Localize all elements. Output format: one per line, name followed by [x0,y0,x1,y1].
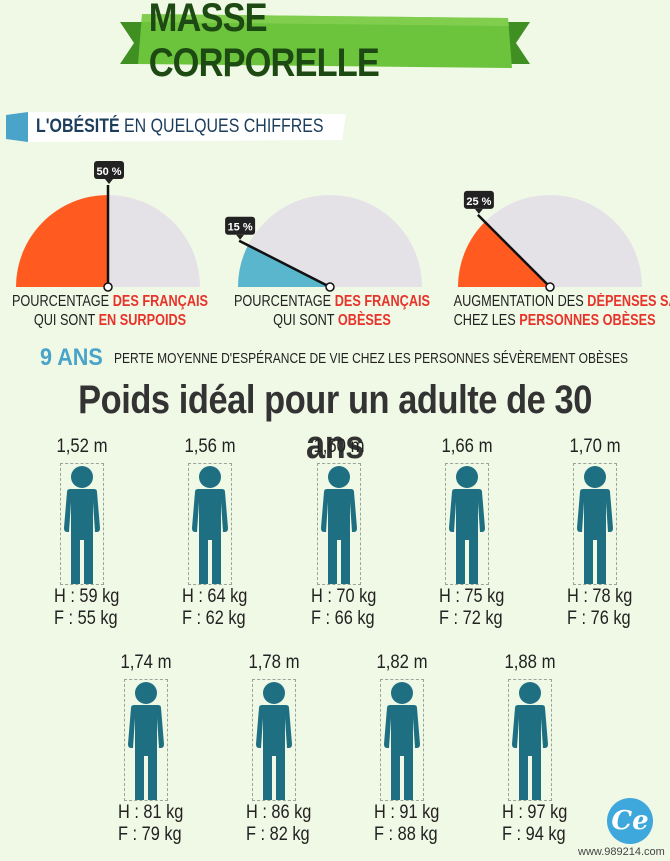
height-label: 1,74 m [120,652,172,673]
person-card: 1,78 m H : 86 kg F : 82 kg [232,652,316,852]
weight-men: H : 75 kg [439,586,505,607]
person-card: 1,56 m H : 64 kg F : 62 kg [168,436,252,636]
weight-men: H : 70 kg [311,586,377,607]
weight-women: F : 82 kg [246,824,310,845]
percent-label: 15 % [228,222,253,234]
years-value: 9 ANS [40,344,103,371]
person-card: 1,88 m H : 97 kg F : 94 kg [488,652,572,852]
gauge-needle [238,239,331,289]
gauge-overweight: 50 % POURCENTAGE DES FRANÇAIS QUI SONT E… [10,160,210,330]
gauge-needle [477,214,551,288]
weight-women: F : 62 kg [182,608,246,629]
weight-women: F : 79 kg [118,824,182,845]
height-label: 1,56 m [184,436,236,457]
weight-women: F : 88 kg [374,824,438,845]
percent-tag [463,190,494,209]
person-card: 1,74 m H : 81 kg F : 79 kg [104,652,188,852]
height-label: 1,52 m [56,436,108,457]
weight-women: F : 76 kg [567,608,631,629]
figure-frame [445,463,489,585]
page-title: MASSE CORPORELLE [148,0,380,85]
gauge-fill [457,221,550,287]
height-label: 1,82 m [376,652,428,673]
gauge-pivot [103,282,113,292]
gauge-fill [16,195,108,287]
figure-frame [124,679,168,801]
height-label: 1,88 m [504,652,556,673]
title-banner: MASSE CORPORELLE [120,0,530,85]
weight-women: F : 66 kg [311,608,375,629]
figure-frame [252,679,296,801]
years-description: PERTE MOYENNE D'ESPÉRANCE DE VIE CHEZ LE… [114,349,628,367]
weight-men: H : 86 kg [246,802,312,823]
weight-men: H : 59 kg [54,586,120,607]
gauge-health-spending: 25 % AUGMENTATION DES DÉPENSES SANTÉ CHE… [452,160,670,330]
percent-tag-pointer [474,208,483,214]
weight-men: H : 81 kg [118,802,184,823]
figure-frame [317,463,361,585]
subtitle-text: L'OBÉSITÉ EN QUELQUES CHIFFRES [36,116,324,137]
person-card: 1,52 m H : 59 kg F : 55 kg [40,436,124,636]
percent-tag [94,161,124,179]
person-card: 1,60 m H : 70 kg F : 66 kg [297,436,381,636]
height-label: 1,70 m [569,436,621,457]
weight-men: H : 78 kg [567,586,633,607]
percent-tag-pointer [105,179,113,184]
section-heading: Poids idéal pour un adulte de 30 ans [78,378,592,467]
height-label: 1,66 m [441,436,493,457]
figure-frame [188,463,232,585]
gauge-label: POURCENTAGE DES FRANÇAIS QUI SONT OBÈSES [233,293,431,329]
person-card: 1,82 m H : 91 kg F : 88 kg [360,652,444,852]
weight-women: F : 55 kg [54,608,118,629]
percent-label: 25 % [466,196,491,208]
subtitle-ribbon: L'OBÉSITÉ EN QUELQUES CHIFFRES [6,112,346,142]
percent-tag-pointer [236,234,245,240]
gauge-chart: 25 % [457,190,642,292]
figure-frame [60,463,104,585]
figure-frame [573,463,617,585]
person-card: 1,70 m H : 78 kg F : 76 kg [553,436,637,636]
life-expectancy-row: 9 ANS PERTE MOYENNE D'ESPÉRANCE DE VIE C… [40,344,670,372]
weight-men: H : 64 kg [182,586,248,607]
height-label: 1,60 m [313,436,365,457]
gauge-chart: 50 % [16,161,200,292]
weight-women: F : 72 kg [439,608,503,629]
gauge-chart: 15 % [225,195,422,292]
gauge-label: AUGMENTATION DES DÉPENSES SANTÉ CHEZ LES… [453,293,670,329]
percent-tag [225,216,256,235]
weight-men: H : 97 kg [502,802,568,823]
gauge-obese: 15 % POURCENTAGE DES FRANÇAIS QUI SONT O… [225,160,432,330]
ce-logo: Ce [607,798,653,844]
person-card: 1,66 m H : 75 kg F : 72 kg [425,436,509,636]
gauge-pivot [325,282,335,292]
gauge-label: POURCENTAGE DES FRANÇAIS QUI SONT EN SUR… [11,293,209,329]
watermark: www.989214.com [578,846,665,858]
weight-women: F : 94 kg [502,824,566,845]
weight-men: H : 91 kg [374,802,440,823]
percent-label: 50 % [96,166,121,178]
height-label: 1,78 m [248,652,300,673]
figure-frame [508,679,552,801]
gauge-pivot [545,282,555,292]
figure-frame [380,679,424,801]
